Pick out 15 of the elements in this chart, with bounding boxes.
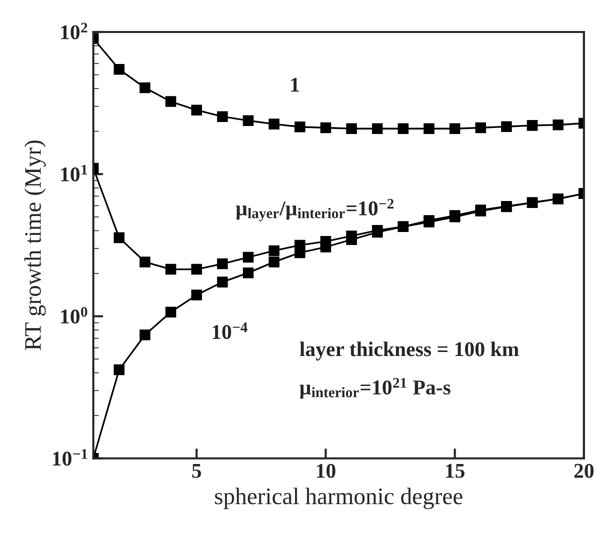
annotation: μ$_{interior}$=10$^{21}$ Pa-s [300, 378, 450, 399]
x-tick-label: 5 [192, 464, 202, 478]
x-tick-label: 10 [316, 464, 336, 478]
x-tick-label: 15 [446, 464, 464, 478]
annotation: layer thickness = 100 km [300, 342, 519, 361]
y-tick-label: 10$^{0}$ [61, 307, 88, 324]
y-axis-title: RT growth time (Myr) [24, 140, 46, 350]
annotation: 10$^{−4}$ [212, 322, 248, 340]
y-tick-label: 10$^{1}$ [61, 164, 88, 182]
x-tick-label: 20 [574, 464, 594, 478]
annotation: 1 [291, 78, 299, 92]
y-tick-label: 10$^{2}$ [61, 22, 88, 40]
y-tick-label: 10$^{−1}$ [53, 449, 88, 466]
x-axis-title: spherical harmonic degree [215, 488, 462, 510]
annotation: μ$_{layer}$/μ$_{interior}$=10$^{−2}$ [236, 198, 394, 222]
